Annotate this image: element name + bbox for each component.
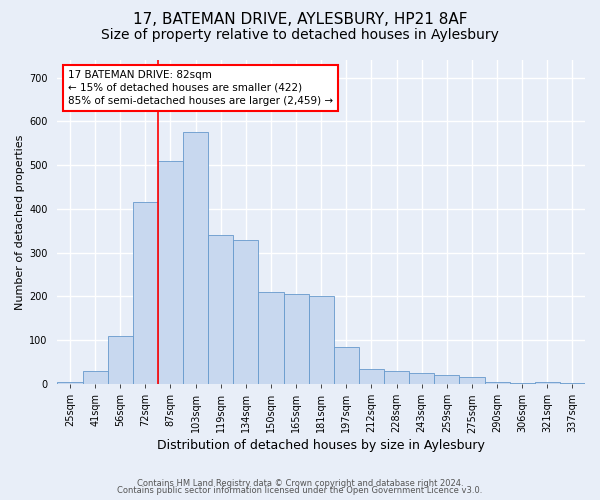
Bar	[284, 294, 308, 384]
Bar	[509, 383, 535, 384]
Bar	[560, 383, 585, 384]
Text: Contains public sector information licensed under the Open Government Licence v3: Contains public sector information licen…	[118, 486, 482, 495]
Bar	[183, 132, 208, 384]
Bar	[334, 347, 359, 384]
Bar	[83, 371, 107, 384]
Bar	[434, 376, 460, 384]
Bar	[535, 382, 560, 384]
Bar	[133, 202, 158, 384]
Text: Contains HM Land Registry data © Crown copyright and database right 2024.: Contains HM Land Registry data © Crown c…	[137, 478, 463, 488]
Bar	[107, 336, 133, 384]
Text: 17, BATEMAN DRIVE, AYLESBURY, HP21 8AF: 17, BATEMAN DRIVE, AYLESBURY, HP21 8AF	[133, 12, 467, 28]
Bar	[208, 235, 233, 384]
Bar	[384, 371, 409, 384]
Bar	[409, 373, 434, 384]
Bar	[58, 382, 83, 384]
Text: Size of property relative to detached houses in Aylesbury: Size of property relative to detached ho…	[101, 28, 499, 42]
Bar	[460, 378, 485, 384]
X-axis label: Distribution of detached houses by size in Aylesbury: Distribution of detached houses by size …	[157, 440, 485, 452]
Bar	[259, 292, 284, 384]
Bar	[485, 382, 509, 384]
Text: 17 BATEMAN DRIVE: 82sqm
← 15% of detached houses are smaller (422)
85% of semi-d: 17 BATEMAN DRIVE: 82sqm ← 15% of detache…	[68, 70, 333, 106]
Bar	[308, 296, 334, 384]
Bar	[233, 240, 259, 384]
Y-axis label: Number of detached properties: Number of detached properties	[15, 134, 25, 310]
Bar	[158, 160, 183, 384]
Bar	[359, 368, 384, 384]
